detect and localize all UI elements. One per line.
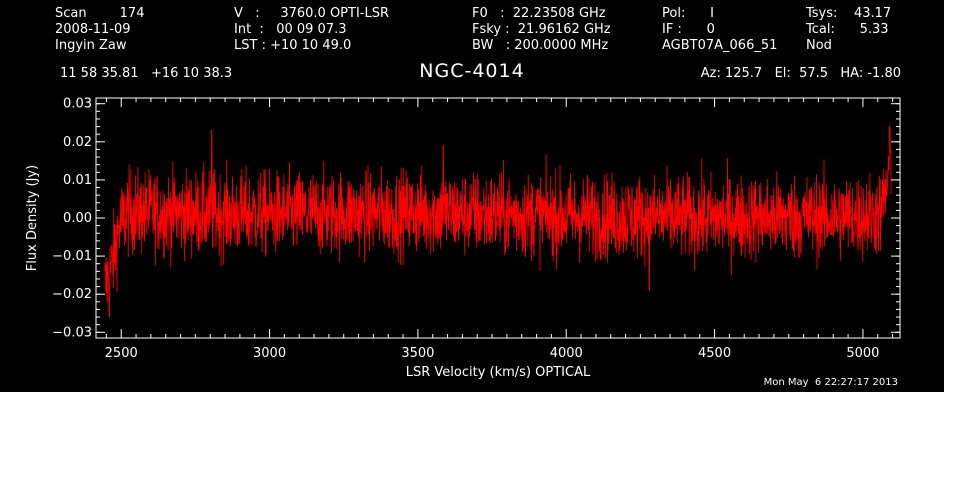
header-velocity: V : 3760.0 OPTI-LSR <box>234 6 390 21</box>
source-coordinates: 11 58 35.81 +16 10 38.3 <box>60 66 233 81</box>
y-tick-label: −0.01 <box>52 249 92 264</box>
header-integration: Int : 00 09 07.3 <box>234 22 347 37</box>
header-observer: Ingyin Zaw <box>55 38 127 53</box>
x-tick-label: 3000 <box>253 346 286 361</box>
header-col-pol: Pol: I IF : 0 AGBT07A_066_51 <box>662 6 777 54</box>
header-col-scan: Scan 174 2008-11-09 Ingyin Zaw <box>55 6 144 54</box>
spectrum-trace-group <box>104 126 892 318</box>
x-tick-label: 4000 <box>550 346 583 361</box>
header-pol: Pol: I <box>662 6 714 21</box>
header-date: 2008-11-09 <box>55 22 131 37</box>
y-tick-label: −0.02 <box>52 287 92 302</box>
spectrum-chart: 2500 3000 3500 4000 4500 5000 −0.03 −0.02 −0.01 0… <box>25 97 901 380</box>
spectrum-trace <box>104 126 892 318</box>
header-fsky: Fsky : 21.96162 GHz <box>472 22 611 37</box>
y-tick-label: 0.01 <box>63 173 92 188</box>
header-scan: Scan 174 <box>55 6 145 21</box>
x-tick-label: 3500 <box>401 346 434 361</box>
y-tick-label: 0.02 <box>63 135 92 150</box>
object-name: NGC-4014 <box>419 60 525 82</box>
y-axis-label: Flux Density (Jy) <box>25 165 40 271</box>
header-lst: LST : +10 10 49.0 <box>234 38 352 53</box>
header-bw: BW : 200.0000 MHz <box>472 38 609 53</box>
header-tsys: Tsys: 43.17 <box>806 6 892 21</box>
x-tick-label: 5000 <box>846 346 879 361</box>
header-col-frequency: F0 : 22.23508 GHz Fsky : 21.96162 GHz BW… <box>472 6 611 54</box>
header-col-velocity: V : 3760.0 OPTI-LSR Int : 00 09 07.3 LST… <box>234 6 389 54</box>
header-project: AGBT07A_066_51 <box>662 38 778 53</box>
pointing-info: Az: 125.7 El: 57.5 HA: -1.80 <box>700 66 901 81</box>
x-axis-label: LSR Velocity (km/s) OPTICAL <box>406 365 591 380</box>
plot-timestamp: Mon May 6 22:27:17 2013 <box>763 377 898 388</box>
x-tick-label: 2500 <box>105 346 138 361</box>
y-tick-label: −0.03 <box>52 325 92 340</box>
header-col-tsys: Tsys: 43.17 Tcal: 5.33 Nod <box>806 6 891 54</box>
axis-ticks: 2500 3000 3500 4000 4500 5000 −0.03 −0.02 −0.01 0… <box>52 97 900 361</box>
plot-panel: Scan 174 2008-11-09 Ingyin Zaw V : 3760.… <box>0 0 944 392</box>
header-f0: F0 : 22.23508 GHz <box>472 6 606 21</box>
x-tick-label: 4500 <box>698 346 731 361</box>
y-tick-label: 0.03 <box>63 97 92 112</box>
header-mode: Nod <box>806 38 832 53</box>
y-tick-label: 0.00 <box>63 211 92 226</box>
header-tcal: Tcal: 5.33 <box>806 22 889 37</box>
header-if: IF : 0 <box>662 22 715 37</box>
